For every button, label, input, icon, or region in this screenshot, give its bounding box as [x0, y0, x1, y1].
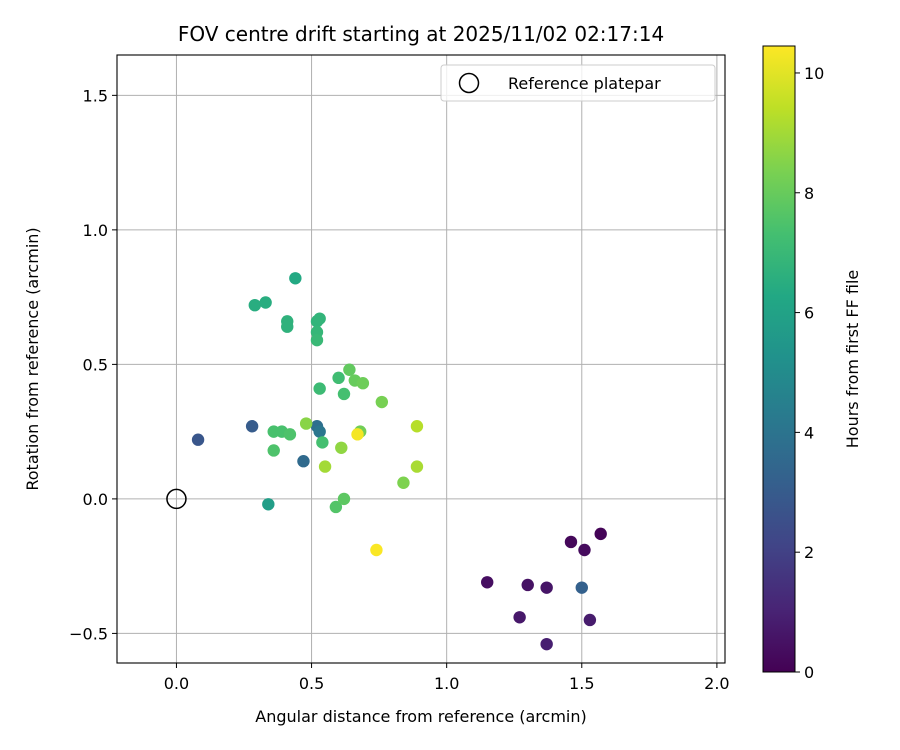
- data-point: [594, 527, 607, 541]
- data-point: [540, 581, 553, 594]
- data-point: [343, 363, 356, 376]
- y-tick-label: −0.5: [69, 624, 108, 643]
- legend-box: [440, 64, 716, 102]
- data-point: [583, 613, 597, 627]
- colorbar-tick-label: 4: [804, 423, 814, 442]
- x-tick-label: 0.5: [299, 674, 324, 693]
- x-tick-label: 0.0: [164, 674, 189, 693]
- data-point: [481, 576, 494, 589]
- colorbar: [762, 45, 796, 673]
- colorbar-tick-label: 6: [804, 304, 814, 323]
- colorbar-label: Hours from first FF file: [843, 270, 862, 449]
- colorbar-tick-label: 10: [804, 64, 824, 83]
- x-tick-label: 1.0: [434, 674, 459, 693]
- y-tick-label: 1.5: [83, 86, 108, 105]
- colorbar-tick-label: 0: [804, 663, 814, 682]
- legend: Reference platepar: [440, 64, 716, 102]
- data-point: [513, 611, 526, 624]
- data-point: [299, 417, 313, 430]
- colorbar-ticks: 0 2 4 6 8 10: [795, 64, 824, 682]
- data-point: [259, 296, 272, 309]
- data-points: [191, 272, 607, 651]
- y-tick-label: 0.5: [83, 355, 108, 374]
- data-point: [370, 543, 383, 557]
- data-point: [332, 371, 345, 385]
- y-tick-label: 0.0: [83, 490, 108, 509]
- data-point: [248, 298, 262, 312]
- data-point: [313, 312, 326, 325]
- data-point: [313, 382, 326, 395]
- data-point: [318, 460, 332, 473]
- x-tick-label: 2.0: [704, 674, 729, 693]
- data-point: [267, 444, 280, 457]
- data-point: [356, 377, 370, 390]
- colorbar-tick-label: 8: [804, 184, 814, 203]
- y-axis-label: Rotation from reference (arcmin): [23, 227, 42, 490]
- data-point: [575, 581, 588, 594]
- x-axis: 0.0 0.5 1.0 1.5 2.0: [164, 663, 730, 693]
- data-point: [337, 492, 351, 506]
- data-point: [337, 387, 351, 401]
- data-point: [191, 433, 205, 446]
- plot-area: [117, 55, 725, 663]
- data-point: [578, 543, 591, 557]
- data-point: [310, 333, 324, 347]
- data-point: [397, 476, 410, 489]
- data-point: [351, 428, 364, 441]
- x-axis-label: Angular distance from reference (arcmin): [255, 707, 586, 726]
- data-point: [521, 578, 534, 592]
- legend-reference-marker: [458, 72, 480, 94]
- data-point: [540, 637, 553, 651]
- data-point: [262, 498, 275, 511]
- data-point: [245, 420, 259, 433]
- data-point: [283, 428, 297, 441]
- data-point: [281, 320, 294, 333]
- legend-label: Reference platepar: [508, 74, 661, 93]
- reference-marker-group: [166, 488, 187, 510]
- data-point: [335, 441, 348, 454]
- data-point: [289, 272, 302, 285]
- x-tick-label: 1.5: [569, 674, 594, 693]
- data-point: [313, 425, 326, 438]
- data-point: [410, 420, 424, 433]
- data-point: [329, 500, 343, 514]
- data-point: [410, 460, 424, 473]
- plot-frame: [116, 54, 726, 664]
- data-point: [316, 436, 329, 449]
- data-point: [564, 535, 578, 549]
- data-point: [297, 455, 310, 468]
- reference-marker: [166, 488, 187, 510]
- colorbar-tick-label: 2: [804, 543, 814, 562]
- y-tick-label: 1.0: [83, 221, 108, 240]
- chart-title: FOV centre drift starting at 2025/11/02 …: [178, 22, 664, 46]
- data-point: [375, 395, 389, 409]
- y-axis: −0.5 0.0 0.5 1.0 1.5: [69, 86, 117, 643]
